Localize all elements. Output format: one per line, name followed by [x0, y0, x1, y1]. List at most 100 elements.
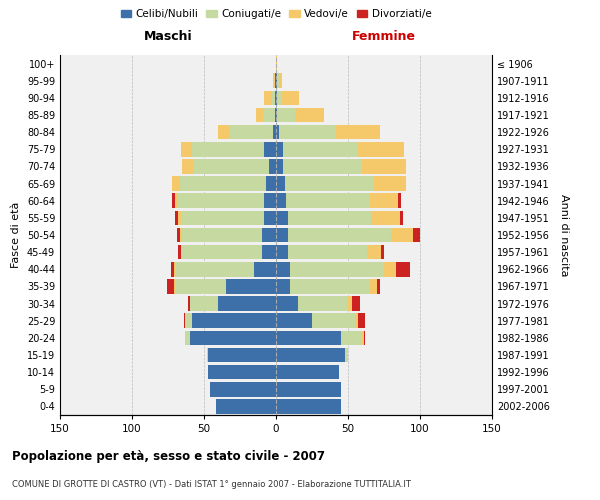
Bar	[287, 228, 391, 242]
Bar	[290, 262, 384, 276]
Bar	[262, 228, 276, 242]
Bar	[263, 108, 275, 122]
Bar	[277, 90, 282, 105]
Bar	[276, 262, 290, 276]
Bar	[298, 296, 348, 311]
Bar	[345, 348, 348, 362]
Bar	[276, 399, 341, 413]
Bar	[283, 159, 362, 174]
Text: Popolazione per età, sesso e stato civile - 2007: Popolazione per età, sesso e stato civil…	[12, 450, 325, 463]
Bar	[269, 159, 276, 174]
Legend: Celibi/Nubili, Coniugati/e, Vedovi/e, Divorziati/e: Celibi/Nubili, Coniugati/e, Vedovi/e, Di…	[116, 5, 436, 24]
Bar	[277, 108, 295, 122]
Bar	[174, 262, 175, 276]
Bar	[370, 194, 398, 208]
Bar	[175, 210, 178, 225]
Bar	[290, 279, 370, 293]
Bar	[174, 279, 175, 293]
Bar	[276, 176, 284, 191]
Bar	[190, 296, 218, 311]
Bar	[175, 194, 178, 208]
Bar	[215, 399, 276, 413]
Bar	[179, 176, 266, 191]
Bar	[181, 245, 182, 260]
Bar	[265, 194, 276, 208]
Bar	[381, 245, 384, 260]
Bar	[185, 330, 190, 345]
Bar	[207, 348, 208, 362]
Bar	[374, 176, 406, 191]
Bar	[276, 125, 279, 140]
Bar	[275, 90, 276, 105]
Bar	[265, 210, 276, 225]
Bar	[276, 314, 312, 328]
Bar	[276, 159, 283, 174]
Bar	[276, 74, 277, 88]
Bar	[273, 125, 276, 140]
Bar	[276, 382, 341, 396]
Bar	[194, 159, 269, 174]
Bar	[226, 279, 276, 293]
Bar	[400, 210, 403, 225]
Bar	[377, 279, 380, 293]
Bar	[312, 314, 355, 328]
Bar	[277, 74, 279, 88]
Bar	[172, 194, 175, 208]
Bar	[210, 382, 276, 396]
Bar	[341, 330, 362, 345]
Bar	[193, 314, 276, 328]
Bar	[391, 228, 413, 242]
Bar	[172, 176, 179, 191]
Bar	[262, 245, 276, 260]
Y-axis label: Anni di nascita: Anni di nascita	[559, 194, 569, 276]
Bar	[370, 279, 377, 293]
Y-axis label: Fasce di età: Fasce di età	[11, 202, 21, 268]
Bar	[352, 296, 359, 311]
Bar	[218, 296, 276, 311]
Bar	[179, 228, 182, 242]
Bar	[276, 279, 290, 293]
Bar	[283, 142, 358, 156]
Bar	[275, 108, 276, 122]
Bar	[276, 365, 340, 380]
Bar	[398, 194, 401, 208]
Bar	[178, 194, 265, 208]
Bar	[176, 228, 179, 242]
Bar	[364, 330, 365, 345]
Bar	[256, 108, 263, 122]
Bar	[276, 296, 298, 311]
Bar	[265, 142, 276, 156]
Bar	[208, 365, 276, 380]
Bar	[276, 108, 277, 122]
Bar	[371, 210, 400, 225]
Bar	[348, 296, 352, 311]
Bar	[276, 245, 287, 260]
Bar	[395, 262, 410, 276]
Bar	[178, 245, 181, 260]
Bar	[184, 314, 185, 328]
Bar	[276, 330, 341, 345]
Bar	[175, 279, 226, 293]
Bar	[272, 90, 275, 105]
Bar	[337, 125, 380, 140]
Bar	[284, 176, 374, 191]
Bar	[276, 210, 287, 225]
Bar	[266, 176, 276, 191]
Bar	[355, 314, 358, 328]
Text: Femmine: Femmine	[352, 30, 416, 43]
Bar	[287, 245, 367, 260]
Bar	[190, 330, 276, 345]
Bar	[279, 74, 282, 88]
Text: COMUNE DI GROTTE DI CASTRO (VT) - Dati ISTAT 1° gennaio 2007 - Elaborazione TUTT: COMUNE DI GROTTE DI CASTRO (VT) - Dati I…	[12, 480, 411, 489]
Bar	[282, 90, 299, 105]
Bar	[276, 90, 277, 105]
Bar	[279, 125, 337, 140]
Bar	[230, 125, 273, 140]
Bar	[362, 159, 406, 174]
Bar	[276, 228, 287, 242]
Bar	[265, 90, 272, 105]
Bar	[185, 314, 193, 328]
Bar	[182, 245, 262, 260]
Bar	[167, 279, 174, 293]
Bar	[413, 228, 420, 242]
